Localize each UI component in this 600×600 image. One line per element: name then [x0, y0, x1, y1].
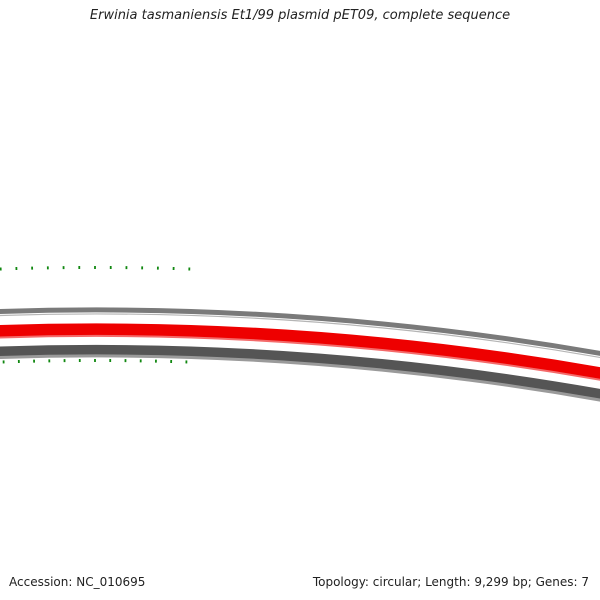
forward-strand-highlight — [0, 313, 600, 359]
sequence-rings — [0, 307, 600, 402]
forward-strand-ring — [0, 307, 600, 356]
ring-gap-inner — [0, 343, 600, 389]
outer-tick-track — [0, 266, 191, 271]
map-title: Erwinia tasmaniensis Et1/99 plasmid pET0… — [89, 8, 511, 23]
sequence-summary: Topology: circular; Length: 9,299 bp; Ge… — [312, 575, 589, 589]
accession-label: Accession: NC_010695 — [9, 575, 146, 589]
cds-feature-edge — [0, 335, 600, 381]
inner-tick-track — [2, 359, 188, 364]
reverse-strand-ring — [0, 345, 600, 400]
reverse-strand-edge — [0, 354, 600, 402]
cds-feature-band — [0, 323, 600, 381]
